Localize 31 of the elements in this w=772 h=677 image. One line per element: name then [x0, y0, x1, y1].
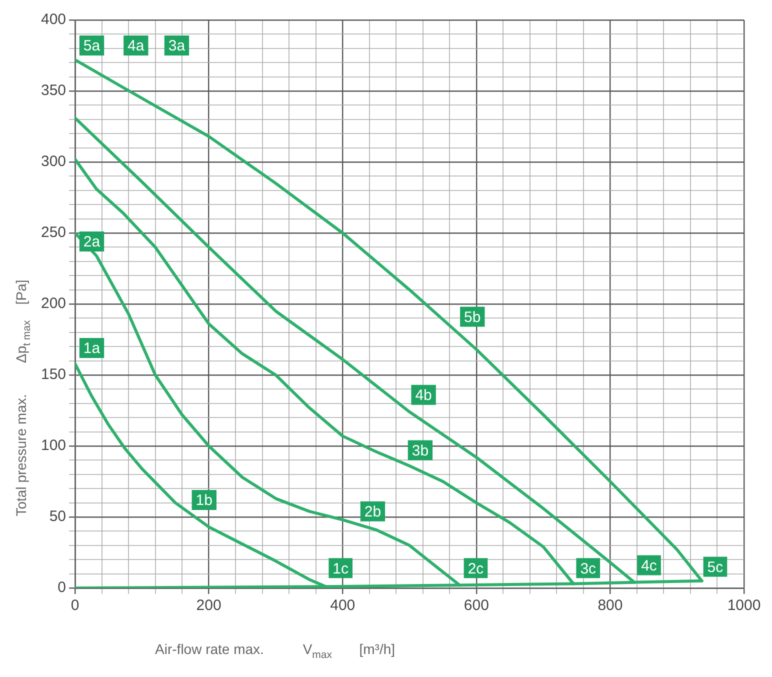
x-tick-label: 800 [598, 597, 623, 614]
annotation: 2a [83, 234, 101, 251]
annotation: 1a [83, 340, 101, 358]
x-tick-label: 200 [196, 597, 222, 614]
y-tick-label: 350 [40, 82, 66, 100]
annotation: 3a [168, 38, 186, 55]
annotation: 4c [641, 557, 658, 574]
y-tick-label: 100 [40, 437, 66, 454]
y-tick-label: 250 [40, 224, 66, 242]
y-tick-label: 150 [40, 366, 66, 384]
annotation: 2b [364, 503, 382, 520]
x-tick-label: 1000 [727, 597, 761, 614]
y-tick-label: 0 [58, 579, 66, 596]
annotation: 4a [128, 38, 145, 55]
annotation: 2c [468, 560, 484, 578]
y-tick-label: 300 [40, 153, 66, 170]
annotation: 3b [412, 442, 429, 460]
y-tick-label: 200 [40, 295, 66, 312]
annotation: 3c [580, 560, 597, 578]
annotation: 1b [196, 492, 212, 510]
annotation: 4b [415, 387, 432, 404]
y-tick-label: 400 [40, 11, 66, 28]
annotation: 5c [707, 558, 724, 576]
y-tick-label: 50 [49, 508, 66, 526]
annotation: 5b [464, 308, 481, 326]
annotation: 5a [83, 38, 101, 55]
x-tick-label: 400 [330, 597, 356, 614]
x-tick-label: 0 [70, 597, 80, 614]
annotation: 1c [332, 560, 350, 578]
x-tick-label: 600 [464, 597, 489, 614]
text: Total pressure max. Δpt max [Pa] [12, 280, 33, 516]
